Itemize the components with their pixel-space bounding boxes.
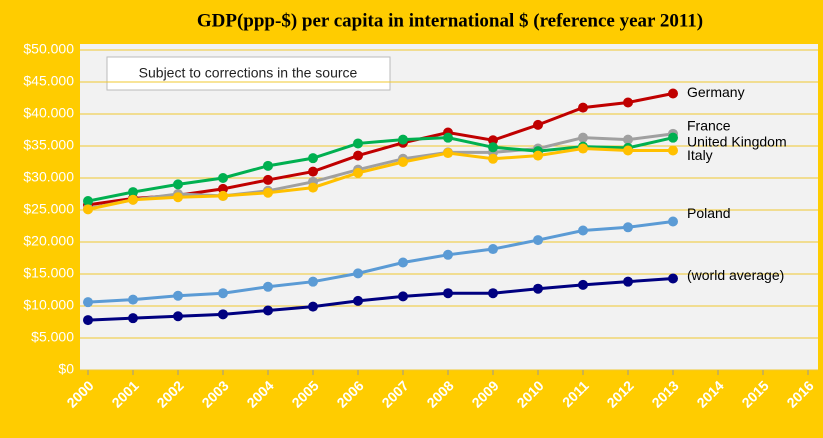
point <box>308 153 318 164</box>
point <box>398 291 408 302</box>
point <box>308 166 318 177</box>
series-label: (world average) <box>687 267 784 283</box>
point <box>353 138 363 149</box>
point <box>308 301 318 312</box>
point <box>578 225 588 236</box>
point <box>173 192 183 203</box>
point <box>488 142 498 153</box>
y-tick-label: $45.000 <box>23 73 74 89</box>
point <box>623 145 633 156</box>
point <box>578 279 588 290</box>
y-tick-label: $50.000 <box>23 41 74 57</box>
point <box>128 313 138 324</box>
point <box>83 196 93 207</box>
point <box>488 244 498 255</box>
point <box>623 222 633 233</box>
point <box>353 150 363 161</box>
point <box>533 119 543 130</box>
point <box>623 134 633 145</box>
series-line <box>87 132 674 211</box>
point <box>173 179 183 190</box>
point <box>578 143 588 154</box>
point <box>668 145 678 156</box>
annotation: Subject to corrections in the source <box>139 65 358 81</box>
point <box>263 281 273 292</box>
y-tick-label: $25.000 <box>23 201 74 217</box>
point <box>668 132 678 143</box>
point <box>308 276 318 287</box>
y-tick-label: $30.000 <box>23 169 74 185</box>
point <box>218 288 228 299</box>
point <box>668 273 678 284</box>
series-line <box>87 220 674 304</box>
point <box>398 257 408 268</box>
point <box>128 194 138 205</box>
series-label: France <box>687 118 731 134</box>
series-label: Italy <box>687 147 713 163</box>
point <box>218 309 228 320</box>
point <box>668 216 678 227</box>
point <box>218 183 228 194</box>
point <box>578 102 588 113</box>
point <box>443 249 453 260</box>
point <box>128 187 138 198</box>
point <box>308 182 318 193</box>
y-tick-label: $15.000 <box>23 265 74 281</box>
point <box>173 311 183 322</box>
point <box>398 134 408 145</box>
point <box>83 204 93 215</box>
point <box>83 315 93 326</box>
point <box>668 88 678 99</box>
y-tick-label: $0 <box>58 361 74 377</box>
point <box>263 305 273 316</box>
annotation-box <box>106 56 391 91</box>
series-label: Poland <box>687 205 731 221</box>
point <box>353 167 363 178</box>
point <box>398 157 408 167</box>
point <box>623 97 633 108</box>
y-tick-label: $35.000 <box>23 137 74 153</box>
point <box>353 295 363 306</box>
y-tick-label: $5.000 <box>31 329 74 345</box>
chart-title: GDP(ppp-$) per capita in international $… <box>197 10 703 31</box>
point <box>443 132 453 143</box>
point <box>533 235 543 246</box>
point <box>578 132 588 143</box>
y-tick-label: $40.000 <box>23 105 74 121</box>
y-tick-label: $20.000 <box>23 233 74 249</box>
point <box>83 297 93 308</box>
series-label: United Kingdom <box>687 133 787 149</box>
point <box>623 276 633 287</box>
point <box>533 283 543 294</box>
point <box>173 290 183 301</box>
y-tick-label: $10.000 <box>23 297 74 313</box>
point <box>443 148 453 159</box>
point <box>533 150 543 161</box>
series-line <box>87 136 674 203</box>
point <box>488 135 498 146</box>
point <box>488 288 498 299</box>
series-line <box>87 276 674 322</box>
point <box>263 174 273 185</box>
point <box>443 288 453 299</box>
point <box>218 173 228 183</box>
series-label: Germany <box>687 84 745 100</box>
series-line <box>87 147 673 211</box>
point <box>353 268 363 279</box>
point <box>488 153 498 164</box>
point <box>128 294 138 305</box>
point <box>263 187 273 198</box>
point <box>263 160 273 171</box>
point <box>218 190 228 201</box>
